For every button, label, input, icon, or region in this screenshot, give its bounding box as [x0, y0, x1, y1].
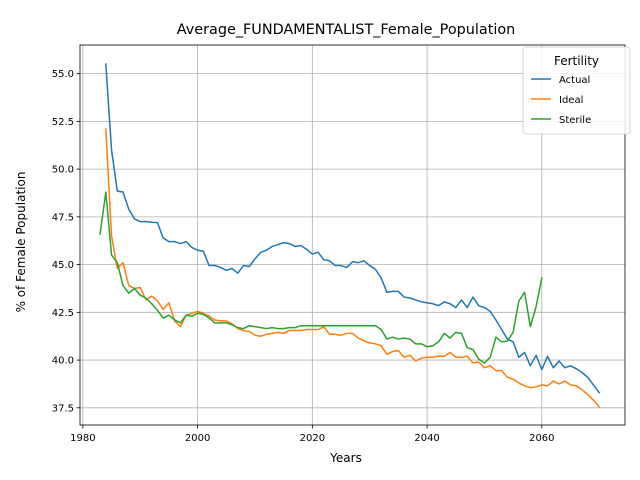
legend-label-actual: Actual — [559, 75, 590, 86]
x-tick-label: 2060 — [529, 433, 554, 444]
y-axis-ticks: 37.5 40.0 42.5 45.0 47.5 50.0 52.5 55.0 — [52, 69, 80, 414]
series-line-actual — [105, 63, 601, 394]
legend-label-sterile: Sterile — [559, 115, 591, 126]
x-tick-label: 2040 — [414, 433, 439, 444]
grid — [80, 45, 625, 425]
legend-box — [522, 46, 631, 135]
series-line-sterile — [99, 191, 543, 364]
y-tick-label: 47.5 — [52, 212, 74, 223]
y-tick-label: 50.0 — [52, 165, 74, 176]
x-tick-label: 2020 — [300, 433, 325, 444]
x-axis-ticks: 1980 2000 2020 2040 2060 — [70, 425, 555, 444]
legend: Fertility Actual Ideal Sterile — [522, 46, 631, 135]
y-tick-label: 45.0 — [52, 260, 74, 271]
series-lines — [99, 63, 601, 408]
y-tick-label: 42.5 — [52, 308, 74, 319]
series-line-ideal — [105, 128, 601, 408]
x-tick-label: 1980 — [70, 433, 95, 444]
y-tick-label: 40.0 — [52, 356, 74, 367]
chart-title: Average_FUNDAMENTALIST_Female_Population — [177, 22, 516, 38]
x-axis-label: Years — [329, 451, 362, 465]
legend-title: Fertility — [554, 54, 599, 68]
y-axis-label: % of Female Population — [14, 172, 28, 313]
plot-area-frame — [79, 44, 626, 426]
y-tick-label: 37.5 — [52, 403, 74, 414]
y-tick-label: 52.5 — [52, 117, 74, 128]
y-tick-label: 55.0 — [52, 69, 74, 80]
x-tick-label: 2000 — [185, 433, 210, 444]
legend-label-ideal: Ideal — [559, 95, 583, 106]
legend-entries: Actual Ideal Sterile — [531, 75, 591, 126]
